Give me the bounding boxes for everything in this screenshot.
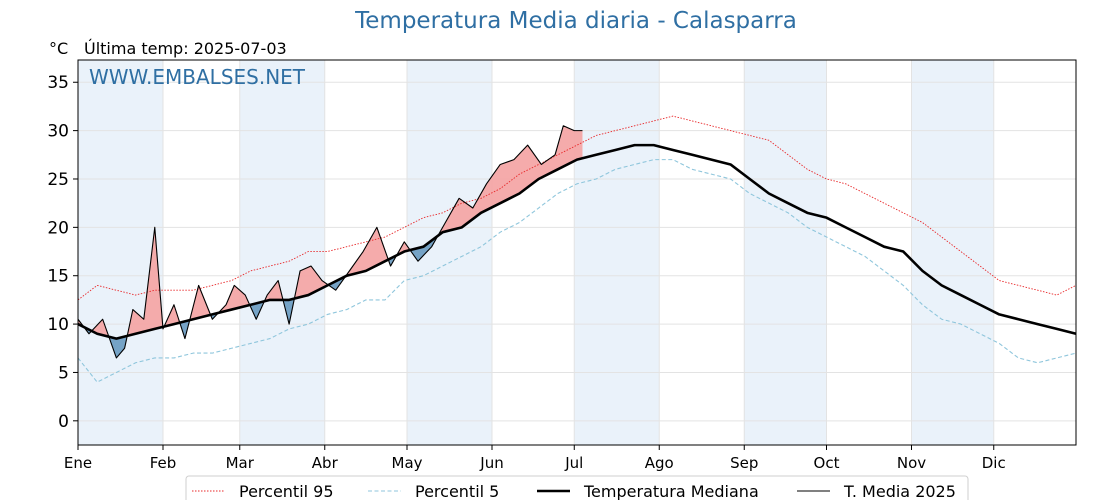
- series-t-media-2025: [77, 125, 583, 359]
- y-tick-label: 10: [47, 315, 69, 335]
- legend-box: [185, 475, 969, 500]
- y-tick-label: 35: [47, 73, 69, 93]
- x-tick-label: Abr: [312, 454, 339, 472]
- x-tick-label: Ago: [645, 454, 674, 472]
- chart-title: Temperatura Media diaria - Calasparra: [355, 8, 797, 34]
- y-tick-label: 15: [47, 267, 69, 287]
- x-tick-label: Feb: [150, 454, 177, 472]
- month-band: [239, 60, 325, 445]
- month-band: [744, 60, 827, 445]
- unit-label: °C: [49, 39, 69, 58]
- month-band: [574, 60, 660, 445]
- watermark: WWW.EMBALSES.NET: [89, 65, 306, 89]
- x-tick-label: Sep: [730, 454, 758, 472]
- x-tick-label: May: [392, 454, 423, 472]
- legend: Percentil 95 Percentil 5 Temperatura Media…: [185, 475, 969, 500]
- month-shading: [78, 60, 994, 445]
- fill-below-median: [283, 298, 295, 325]
- month-band: [78, 60, 163, 445]
- x-axis-ticks: Ene Feb Mar Abr May Jun Jul Ago Sep Oct Nov Dic: [64, 445, 1006, 472]
- fill-below-median: [249, 301, 265, 320]
- fill-above-median: [264, 280, 284, 302]
- fill-above-median: [127, 227, 163, 336]
- x-tick-label: Ene: [64, 454, 92, 472]
- legend-label-temperatura-mediana: Temperatura Mediana: [583, 482, 759, 500]
- x-tick-label: Mar: [226, 454, 255, 472]
- legend-label-t-media-2025: T. Media 2025: [843, 482, 956, 500]
- series-percentil-5: [77, 159, 1077, 383]
- y-tick-label: 20: [47, 218, 69, 238]
- y-tick-label: 0: [58, 412, 69, 432]
- x-tick-label: Oct: [814, 454, 840, 472]
- month-band: [911, 60, 994, 445]
- fill-above-median: [437, 125, 583, 236]
- y-tick-label: 30: [47, 122, 69, 142]
- fill-above-median: [396, 241, 411, 256]
- series-percentil-95: [77, 115, 1077, 301]
- plot-frame: [77, 59, 1077, 446]
- series-temperatura-mediana: [77, 143, 1077, 340]
- x-tick-label: Jun: [479, 454, 503, 472]
- fill-below-median: [108, 335, 128, 358]
- legend-label-percentil-95: Percentil 95: [239, 482, 334, 500]
- last-temp-label: Última temp: 2025-07-03: [84, 39, 287, 58]
- y-tick-label: 25: [47, 170, 69, 190]
- series-lines: [77, 115, 1077, 383]
- fill-below-median: [179, 320, 190, 339]
- fill-above-median: [189, 285, 211, 321]
- x-tick-label: Nov: [897, 454, 926, 472]
- fill-above-median: [294, 266, 329, 299]
- y-axis-ticks: 0 5 10 15 20 25 30 35: [47, 73, 78, 432]
- x-tick-label: Jul: [564, 454, 583, 472]
- y-tick-label: 5: [58, 363, 69, 383]
- legend-label-percentil-5: Percentil 5: [415, 482, 499, 500]
- fill-above-median: [164, 304, 180, 327]
- x-tick-label: Dic: [982, 454, 1006, 472]
